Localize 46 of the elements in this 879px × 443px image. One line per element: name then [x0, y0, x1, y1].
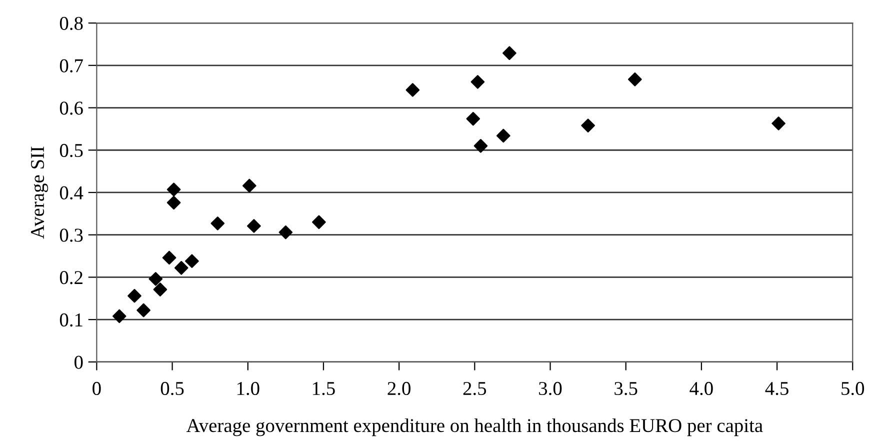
point — [466, 112, 480, 126]
point — [278, 225, 293, 240]
y-axis-title: Average SII — [31, 146, 48, 239]
point — [772, 116, 786, 130]
y-tick-label: 0.7 — [60, 59, 83, 72]
x-tick-label: 3.0 — [539, 382, 562, 396]
point — [628, 72, 642, 86]
point — [128, 288, 142, 303]
point — [312, 215, 326, 230]
point — [153, 282, 168, 296]
point — [148, 272, 163, 286]
point — [112, 309, 126, 324]
point — [166, 196, 181, 210]
y-tick-label: 0.1 — [60, 313, 82, 327]
x-tick-label: 2.0 — [388, 382, 410, 396]
x-tick-label: 1.5 — [313, 382, 335, 396]
y-tick-label: 0.6 — [60, 102, 83, 115]
y-tick-label: 0.4 — [60, 186, 84, 200]
x-tick-label: 5.0 — [842, 382, 864, 396]
x-tick-label: 0.5 — [160, 382, 184, 396]
point — [581, 118, 595, 132]
y-tick-label: 0.8 — [60, 16, 83, 30]
y-tick-label: 0.3 — [60, 228, 83, 242]
point — [136, 303, 150, 318]
x-tick-label: 4.5 — [765, 382, 788, 396]
point — [496, 128, 510, 143]
point — [470, 75, 485, 89]
x-axis-title: Average government expenditure on health in thousands EURO per capita — [186, 418, 763, 436]
point — [185, 254, 199, 268]
x-tick-label: 0 — [92, 382, 101, 396]
x-tick-label: 2.5 — [463, 382, 486, 396]
x-tick-label: 4.0 — [690, 382, 713, 396]
y-tick-label: 0.5 — [60, 144, 83, 158]
y-tick-label: 0.2 — [60, 271, 82, 284]
point — [174, 260, 188, 275]
point — [210, 216, 225, 230]
point — [162, 250, 176, 265]
y-tick-label: 0 — [74, 356, 83, 369]
point — [502, 46, 516, 60]
point — [474, 138, 488, 153]
point — [166, 182, 181, 196]
point — [247, 219, 261, 233]
x-tick-label: 1.0 — [237, 382, 260, 396]
x-tick-label: 3.5 — [614, 382, 638, 396]
point — [406, 83, 420, 97]
point — [242, 178, 256, 193]
